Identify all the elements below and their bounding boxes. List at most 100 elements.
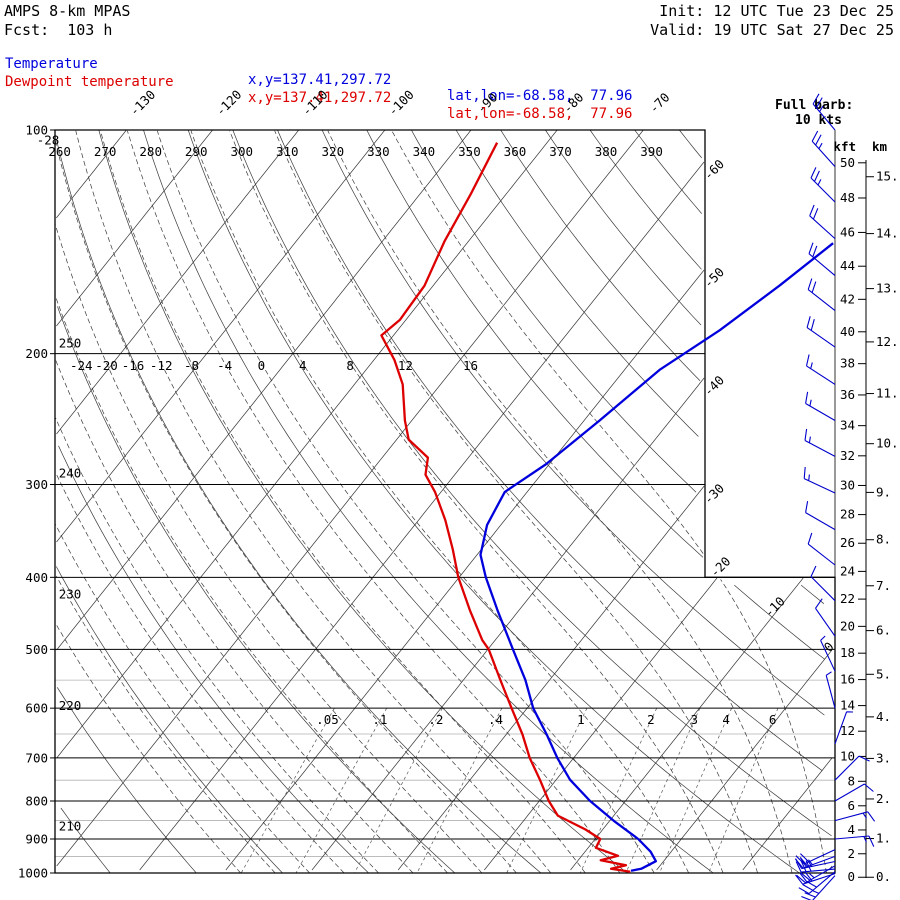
svg-text:14.: 14. bbox=[876, 226, 899, 241]
svg-text:50: 50 bbox=[840, 155, 855, 170]
svg-text:15.: 15. bbox=[876, 169, 899, 184]
svg-text:300: 300 bbox=[230, 144, 253, 159]
svg-text:12.: 12. bbox=[876, 334, 899, 349]
svg-text:12: 12 bbox=[840, 723, 855, 738]
svg-text:6: 6 bbox=[847, 798, 855, 813]
svg-text:13.: 13. bbox=[876, 281, 899, 296]
svg-text:20: 20 bbox=[840, 618, 855, 633]
svg-text:900: 900 bbox=[25, 832, 48, 847]
legend-dewpoint-row: Dewpoint temperature x,y=137.41,297.72 l… bbox=[0, 58, 632, 138]
svg-text:250: 250 bbox=[59, 336, 82, 351]
svg-text:26: 26 bbox=[840, 535, 855, 550]
svg-text:370: 370 bbox=[549, 144, 572, 159]
svg-text:42: 42 bbox=[840, 291, 855, 306]
svg-text:270: 270 bbox=[94, 144, 117, 159]
svg-text:500: 500 bbox=[25, 642, 48, 657]
svg-text:5.: 5. bbox=[876, 666, 891, 681]
model-title: AMPS 8-km MPAS bbox=[4, 2, 131, 20]
svg-text:-28: -28 bbox=[37, 133, 60, 148]
svg-text:-90: -90 bbox=[474, 90, 501, 117]
svg-text:-80: -80 bbox=[560, 90, 587, 117]
svg-text:11.: 11. bbox=[876, 386, 899, 401]
svg-text:600: 600 bbox=[25, 701, 48, 716]
svg-text:18: 18 bbox=[840, 645, 855, 660]
svg-text:.1: .1 bbox=[372, 712, 387, 727]
svg-text:.2: .2 bbox=[428, 712, 443, 727]
svg-text:9.: 9. bbox=[876, 484, 891, 499]
svg-text:8: 8 bbox=[346, 358, 354, 373]
svg-text:10.: 10. bbox=[876, 436, 899, 451]
svg-text:4.: 4. bbox=[876, 709, 891, 724]
svg-text:-110: -110 bbox=[299, 87, 331, 119]
forecast-hour: Fcst: 103 h bbox=[4, 21, 113, 39]
dewpoint-curve bbox=[380, 142, 631, 873]
svg-text:-70: -70 bbox=[646, 90, 673, 117]
temperature-curve bbox=[479, 242, 834, 872]
svg-text:22: 22 bbox=[840, 591, 855, 606]
svg-text:16: 16 bbox=[463, 358, 478, 373]
legend-temperature-latlon: lat,lon=-68.58, 77.96 bbox=[447, 88, 633, 104]
svg-text:4: 4 bbox=[847, 822, 855, 837]
svg-text:14: 14 bbox=[840, 698, 855, 713]
svg-text:-12: -12 bbox=[150, 358, 173, 373]
svg-text:.4: .4 bbox=[488, 712, 503, 727]
svg-text:2.: 2. bbox=[876, 791, 891, 806]
legend-dewpoint-label: Dewpoint temperature bbox=[5, 74, 174, 90]
svg-text:-16: -16 bbox=[122, 358, 145, 373]
svg-text:46: 46 bbox=[840, 224, 855, 239]
legend-temperature-label: Temperature bbox=[5, 56, 98, 72]
legend-temperature-xy: x,y=137.41,297.72 bbox=[248, 72, 392, 88]
svg-text:kft: kft bbox=[833, 139, 856, 154]
svg-text:290: 290 bbox=[185, 144, 208, 159]
svg-text:2: 2 bbox=[647, 712, 655, 727]
svg-text:260: 260 bbox=[48, 144, 71, 159]
svg-text:48: 48 bbox=[840, 190, 855, 205]
valid-time: Valid: 19 UTC Sat 27 Dec 25 bbox=[650, 21, 894, 39]
svg-text:2: 2 bbox=[847, 846, 855, 861]
svg-text:44: 44 bbox=[840, 258, 855, 273]
svg-text:6.: 6. bbox=[876, 623, 891, 638]
svg-text:8: 8 bbox=[847, 773, 855, 788]
svg-text:36: 36 bbox=[840, 387, 855, 402]
svg-text:34: 34 bbox=[840, 418, 855, 433]
full-barb-note-line1: Full barb: bbox=[775, 98, 854, 113]
svg-text:32: 32 bbox=[840, 448, 855, 463]
svg-text:-10: -10 bbox=[761, 594, 788, 621]
svg-text:10: 10 bbox=[840, 748, 855, 763]
svg-text:3.: 3. bbox=[876, 750, 891, 765]
svg-text:16: 16 bbox=[840, 672, 855, 687]
svg-text:-120: -120 bbox=[213, 87, 245, 119]
svg-text:28: 28 bbox=[840, 507, 855, 522]
svg-text:7.: 7. bbox=[876, 578, 891, 593]
svg-text:4: 4 bbox=[722, 712, 730, 727]
svg-text:310: 310 bbox=[276, 144, 299, 159]
svg-text:800: 800 bbox=[25, 793, 48, 808]
svg-text:0: 0 bbox=[258, 358, 266, 373]
svg-text:1000: 1000 bbox=[18, 866, 48, 881]
svg-text:100: 100 bbox=[25, 123, 48, 138]
svg-text:210: 210 bbox=[59, 819, 82, 834]
svg-text:-20: -20 bbox=[95, 358, 118, 373]
svg-text:0.: 0. bbox=[876, 869, 891, 884]
svg-text:230: 230 bbox=[59, 586, 82, 601]
init-time: Init: 12 UTC Tue 23 Dec 25 bbox=[659, 2, 894, 20]
svg-text:700: 700 bbox=[25, 750, 48, 765]
svg-text:30: 30 bbox=[840, 477, 855, 492]
legend-dewpoint-latlon: lat,lon=-68.58, 77.96 bbox=[447, 106, 633, 122]
svg-text:24: 24 bbox=[840, 563, 855, 578]
svg-text:400: 400 bbox=[25, 570, 48, 585]
svg-text:-130: -130 bbox=[126, 87, 158, 119]
sounding-curves bbox=[380, 142, 834, 873]
svg-text:340: 340 bbox=[413, 144, 436, 159]
legend-temperature-row: Temperature x,y=137.41,297.72 lat,lon=-6… bbox=[0, 40, 632, 120]
svg-text:320: 320 bbox=[322, 144, 345, 159]
svg-text:-24: -24 bbox=[70, 358, 93, 373]
svg-text:280: 280 bbox=[139, 144, 162, 159]
svg-text:.05: .05 bbox=[316, 712, 339, 727]
wind-barbs bbox=[795, 93, 876, 900]
svg-text:-8: -8 bbox=[184, 358, 199, 373]
svg-text:8.: 8. bbox=[876, 532, 891, 547]
svg-text:6: 6 bbox=[769, 712, 777, 727]
svg-text:40: 40 bbox=[840, 324, 855, 339]
